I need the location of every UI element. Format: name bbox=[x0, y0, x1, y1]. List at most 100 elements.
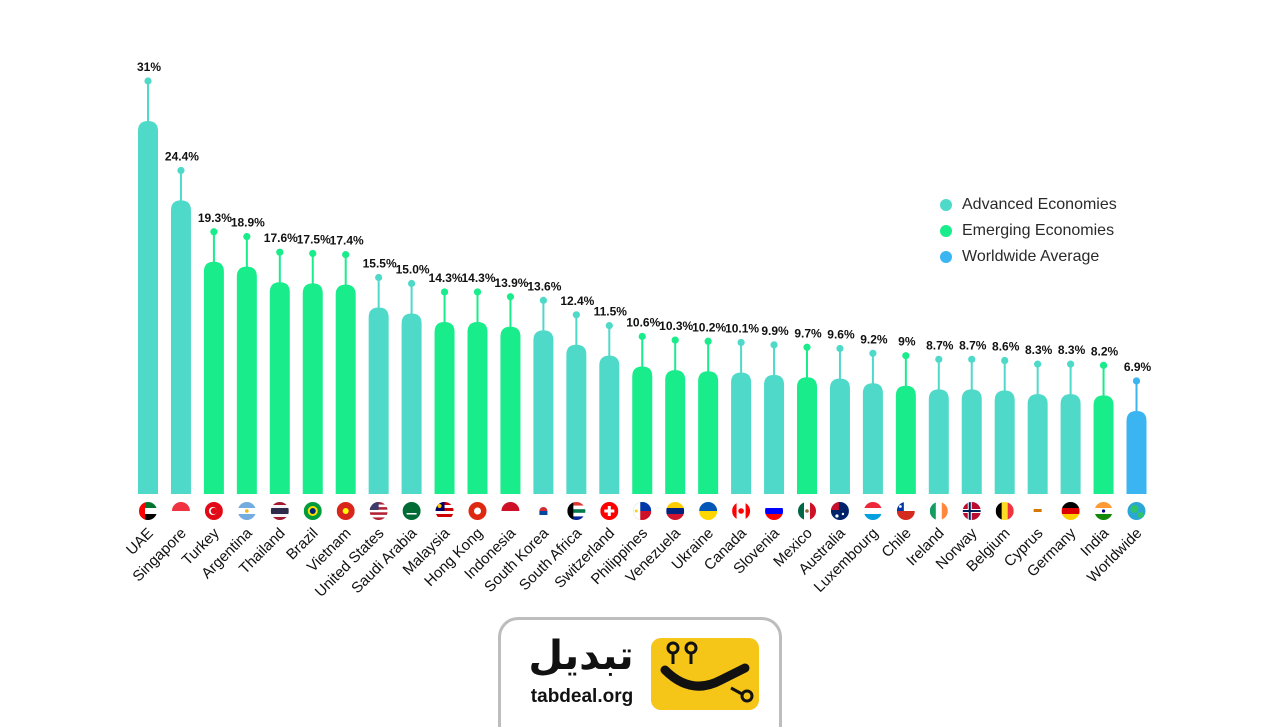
bar-australia bbox=[829, 378, 850, 494]
value-label-germany: 8.3% bbox=[1058, 343, 1086, 357]
value-label-vietnam: 17.4% bbox=[330, 234, 364, 248]
point-ireland bbox=[935, 355, 943, 363]
united-states-flag bbox=[369, 502, 388, 520]
canada-flag bbox=[732, 502, 751, 520]
value-label-uae: 31% bbox=[137, 60, 161, 74]
malaysia-flag bbox=[435, 502, 454, 520]
norway-flag bbox=[962, 502, 981, 520]
point-malaysia bbox=[440, 288, 449, 296]
point-south-korea bbox=[539, 296, 548, 304]
uae-flag bbox=[139, 502, 157, 520]
value-label-canada: 10.1% bbox=[725, 321, 759, 335]
value-label-norway: 8.7% bbox=[959, 338, 987, 352]
point-indonesia bbox=[506, 293, 515, 301]
value-label-ireland: 8.7% bbox=[926, 338, 954, 352]
value-label-philippines: 10.6% bbox=[626, 315, 660, 329]
bar-singapore bbox=[170, 200, 191, 494]
cyprus-flag bbox=[1028, 502, 1047, 520]
point-germany bbox=[1067, 360, 1075, 368]
bar-philippines bbox=[632, 366, 653, 494]
bar-indonesia bbox=[500, 326, 521, 494]
slovenia-flag bbox=[765, 502, 784, 520]
bar-india bbox=[1093, 395, 1114, 494]
argentina-flag bbox=[237, 502, 256, 520]
legend-dot-emerging bbox=[940, 225, 952, 237]
chile-flag bbox=[896, 502, 915, 520]
value-label-turkey: 19.3% bbox=[198, 211, 232, 225]
south-africa-flag bbox=[567, 502, 586, 520]
point-saudi-arabia bbox=[408, 279, 416, 288]
point-singapore bbox=[177, 166, 185, 175]
value-label-australia: 9.6% bbox=[827, 327, 855, 341]
point-slovenia bbox=[770, 341, 778, 349]
bar-luxembourg bbox=[862, 383, 883, 494]
bar-ireland bbox=[928, 389, 949, 494]
bar-worldwide bbox=[1126, 410, 1147, 494]
bar-norway bbox=[961, 389, 982, 494]
value-label-argentina: 18.9% bbox=[231, 216, 265, 230]
point-cyprus bbox=[1034, 360, 1042, 368]
bar-hong-kong bbox=[467, 321, 488, 494]
singapore-flag bbox=[171, 502, 190, 520]
south-korea-flag bbox=[534, 502, 553, 520]
value-label-indonesia: 13.9% bbox=[494, 276, 528, 290]
legend-item-emerging: Emerging Economies bbox=[940, 218, 1117, 244]
bar-venezuela bbox=[665, 370, 686, 494]
belgium-flag bbox=[995, 502, 1014, 520]
ireland-flag bbox=[929, 502, 948, 520]
point-argentina bbox=[243, 232, 251, 241]
point-mexico bbox=[803, 343, 811, 351]
brazil-flag bbox=[303, 502, 322, 520]
bar-turkey bbox=[203, 261, 224, 494]
point-worldwide bbox=[1132, 377, 1141, 385]
mexico-flag bbox=[798, 502, 816, 520]
bar-mexico bbox=[797, 377, 817, 494]
value-label-hong-kong: 14.3% bbox=[461, 271, 495, 285]
value-label-cyprus: 8.3% bbox=[1025, 343, 1053, 357]
legend-label-emerging: Emerging Economies bbox=[962, 222, 1115, 239]
ukraine-flag bbox=[699, 502, 718, 520]
value-label-india: 8.2% bbox=[1091, 344, 1119, 358]
value-label-worldwide: 6.9% bbox=[1124, 360, 1152, 374]
value-label-mexico: 9.7% bbox=[794, 326, 822, 340]
point-india bbox=[1099, 361, 1108, 369]
vietnam-flag bbox=[336, 502, 355, 520]
bar-south-africa bbox=[566, 344, 587, 494]
bar-malaysia bbox=[434, 321, 455, 494]
value-label-brazil: 17.5% bbox=[297, 232, 331, 246]
point-south-africa bbox=[572, 311, 580, 319]
value-label-south-africa: 12.4% bbox=[560, 294, 594, 308]
point-vietnam bbox=[342, 251, 350, 259]
bar-south-korea bbox=[533, 330, 554, 494]
point-norway bbox=[968, 355, 976, 363]
point-venezuela bbox=[671, 336, 679, 344]
value-label-luxembourg: 9.2% bbox=[860, 332, 888, 346]
legend-dot-worldwide bbox=[940, 251, 952, 263]
point-turkey bbox=[210, 228, 218, 236]
philippines-flag bbox=[633, 502, 652, 520]
point-philippines bbox=[638, 332, 646, 341]
bar-ukraine bbox=[698, 371, 719, 494]
bar-canada bbox=[731, 372, 752, 494]
value-label-thailand: 17.6% bbox=[264, 231, 298, 245]
point-switzerland bbox=[605, 322, 613, 330]
indonesia-flag bbox=[501, 502, 520, 520]
bar-slovenia bbox=[764, 374, 785, 494]
hong-kong-flag bbox=[468, 502, 487, 520]
point-canada bbox=[737, 338, 745, 347]
turkey-flag bbox=[204, 502, 223, 520]
chart-legend: Advanced Economies Emerging Economies Wo… bbox=[940, 192, 1117, 270]
india-flag bbox=[1094, 502, 1113, 520]
value-label-chile: 9% bbox=[898, 335, 916, 349]
bar-thailand bbox=[269, 282, 290, 494]
legend-item-advanced: Advanced Economies bbox=[940, 192, 1117, 218]
point-ukraine bbox=[704, 337, 712, 345]
globe-icon bbox=[1127, 502, 1146, 520]
switzerland-flag bbox=[600, 502, 619, 520]
bar-saudi-arabia bbox=[401, 313, 422, 494]
thailand-flag bbox=[270, 502, 289, 520]
value-label-belgium: 8.6% bbox=[992, 340, 1020, 354]
value-label-saudi-arabia: 15.0% bbox=[396, 263, 430, 277]
value-label-ukraine: 10.2% bbox=[692, 320, 726, 334]
